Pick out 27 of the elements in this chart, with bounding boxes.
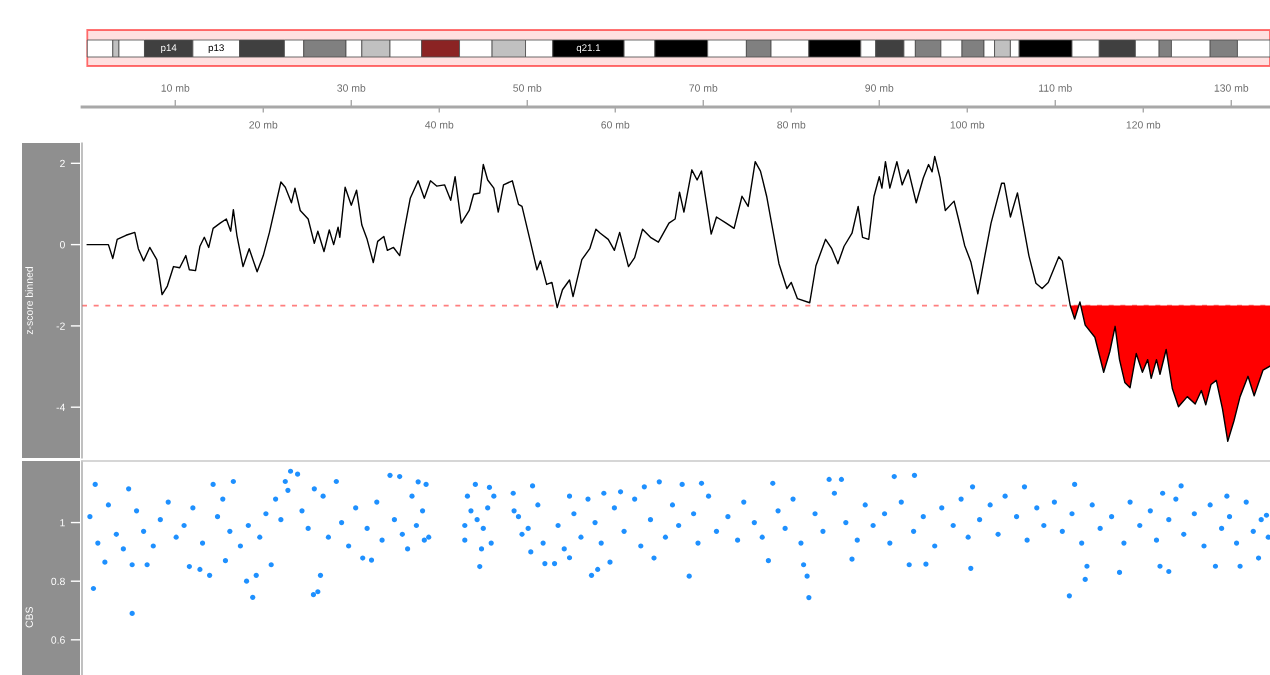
y-tick-label: 1 (60, 519, 65, 527)
y-tick-label: 2 (60, 159, 65, 168)
x2-tick-label: 130 mb (1214, 84, 1249, 92)
bar (86, 39, 114, 58)
x-tick-label: 60 mb (601, 120, 630, 129)
line-series (86, 155, 1270, 443)
y-tick-label: 0.6 (51, 636, 65, 644)
series-label: q21.1 (576, 44, 601, 54)
y-axis-title: CBS (25, 606, 33, 628)
x2-tick-label: 10 mb (161, 84, 190, 92)
x2-tick-label: 70 mb (689, 84, 718, 92)
x2-tick-label: 30 mb (337, 84, 366, 92)
y-tick-label: 0.8 (51, 577, 65, 586)
y-axis-title: z-score binned (25, 267, 33, 335)
x2-tick-label: 90 mb (865, 84, 894, 92)
x2-tick-label: 110 mb (1039, 84, 1072, 92)
x-tick-label: 120 mb (1126, 120, 1161, 129)
x2-tick-label: 50 mb (513, 84, 542, 92)
x-tick-label: 40 mb (425, 120, 454, 129)
series-label: p13 (208, 44, 224, 54)
x-tick-label: 80 mb (777, 120, 806, 129)
x-tick-label: 100 mb (950, 120, 985, 129)
y-tick-label: -4 (56, 403, 66, 411)
y-tick-label: -2 (56, 322, 65, 330)
series-label: p14 (161, 44, 177, 54)
y-tick-label: 0 (59, 241, 65, 249)
x-tick-label: 20 mb (249, 120, 278, 129)
